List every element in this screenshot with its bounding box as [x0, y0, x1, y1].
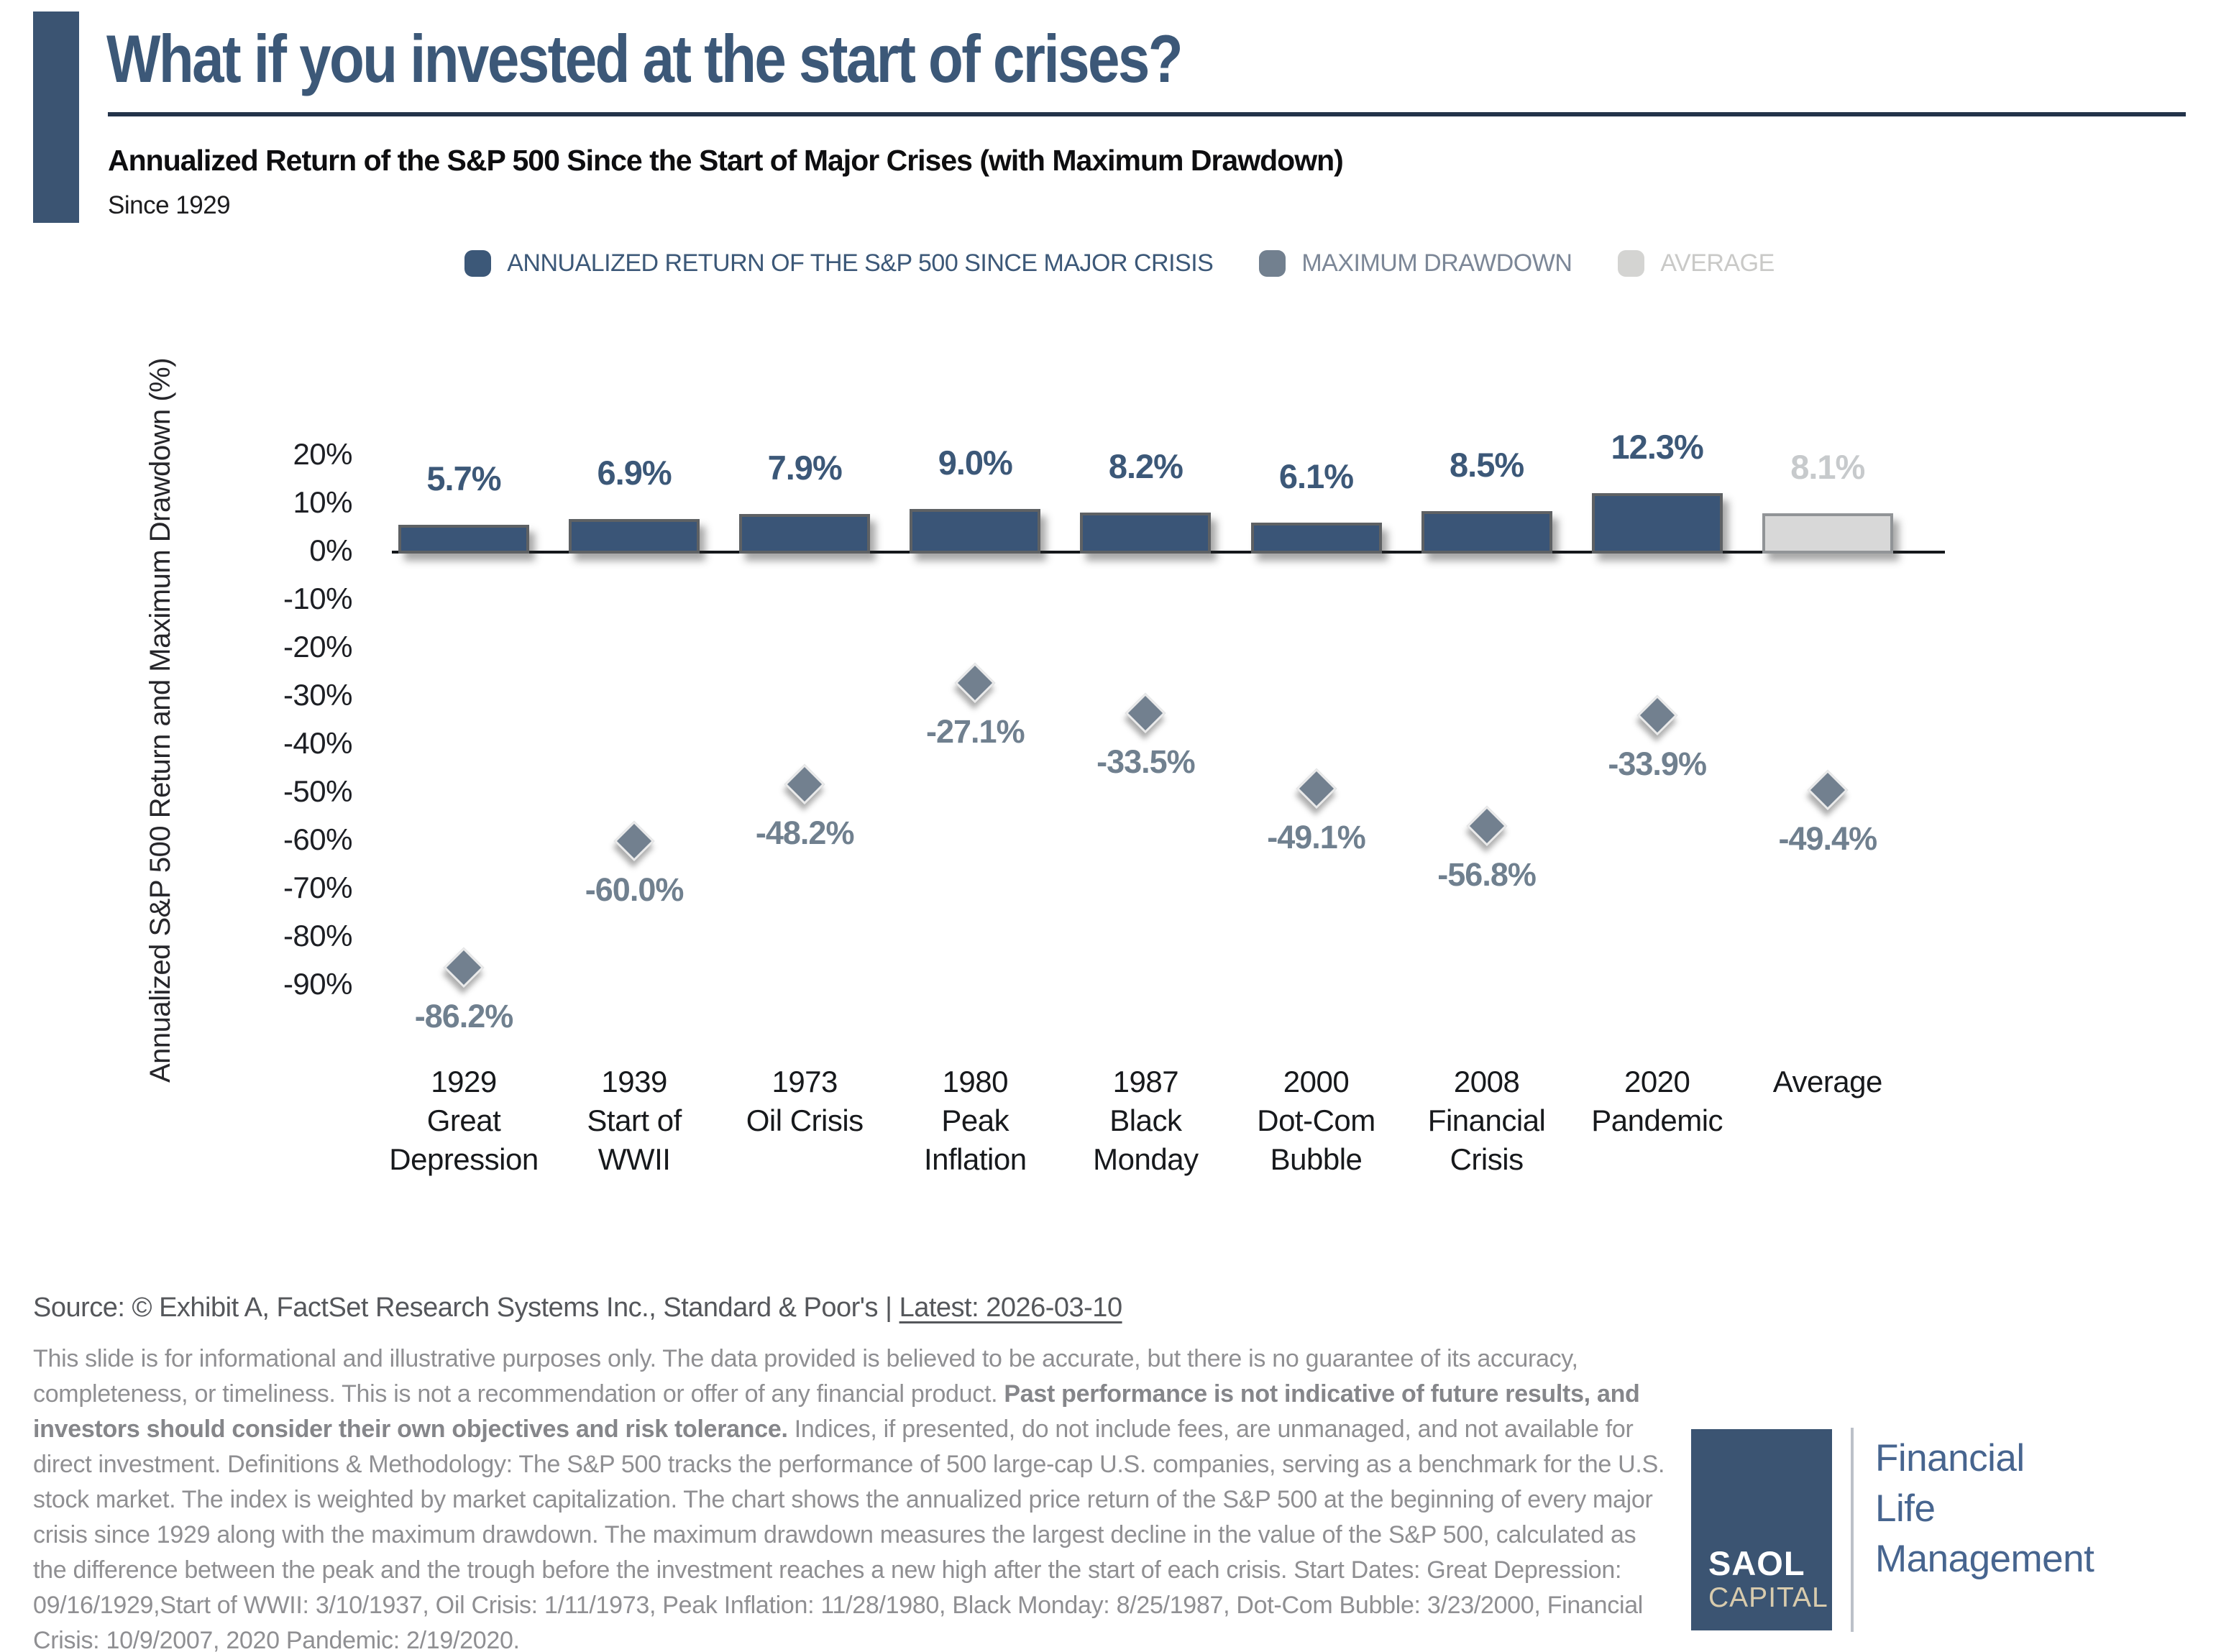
y-tick-label: -20% [283, 630, 353, 664]
legend-item-maximum-drawdown: MAXIMUM DRAWDOWN [1259, 249, 1572, 277]
drawdown-diamond-icon [784, 763, 825, 805]
legend-label-average: AVERAGE [1660, 249, 1775, 277]
x-axis-category-label: 1929 Great Depression [389, 1065, 539, 1176]
disclaimer-text: This slide is for informational and illu… [33, 1345, 1578, 1408]
x-axis-category-label: 1939 Start of WWII [587, 1065, 682, 1176]
return-bar-value-label: 5.7% [426, 459, 501, 497]
y-tick-label: 10% [293, 485, 352, 519]
chart-subtitle: Annualized Return of the S&P 500 Since t… [108, 144, 1344, 177]
y-tick-label: -30% [283, 678, 353, 712]
legend-label-annualized-return: ANNUALIZED RETURN OF THE S&P 500 SINCE M… [507, 249, 1214, 277]
x-axis-category-label: 2000 Dot-Com Bubble [1257, 1065, 1375, 1176]
return-bar-value-label: 9.0% [938, 443, 1013, 482]
return-bar-value-label: 7.9% [767, 449, 843, 487]
y-tick-label: -40% [283, 726, 353, 760]
average-bar-value-label: 8.1% [1790, 447, 1865, 486]
legend-label-maximum-drawdown: MAXIMUM DRAWDOWN [1301, 249, 1572, 277]
return-bar [739, 514, 871, 554]
y-tick-label: 20% [293, 437, 352, 471]
drawdown-diamond-icon [1296, 768, 1337, 809]
return-bar [1591, 492, 1723, 554]
legend-item-average: AVERAGE [1618, 249, 1775, 277]
drawdown-diamond-icon [955, 662, 996, 703]
drawdown-value-label: -48.2% [755, 814, 855, 851]
legend-swatch-annualized-return-icon [464, 249, 492, 277]
return-bar [398, 524, 529, 554]
source-line: Source: © Exhibit A, FactSet Research Sy… [33, 1293, 1122, 1323]
x-axis-category-label: 1973 Oil Crisis [746, 1065, 864, 1137]
drawdown-value-label: -27.1% [926, 712, 1025, 750]
legend-swatch-maximum-drawdown-icon [1259, 249, 1286, 277]
source-text: Source: © Exhibit A, FactSet Research Sy… [33, 1293, 899, 1323]
drawdown-diamond-icon [1807, 769, 1849, 811]
drawdown-value-label: -60.0% [585, 871, 684, 908]
drawdown-diamond-icon [1466, 805, 1507, 846]
return-bar-value-label: 12.3% [1611, 427, 1704, 466]
legend-item-annualized-return: ANNUALIZED RETURN OF THE S&P 500 SINCE M… [464, 249, 1214, 277]
return-bar [1250, 523, 1382, 554]
drawdown-diamond-icon [1125, 693, 1166, 734]
chart-legend: ANNUALIZED RETURN OF THE S&P 500 SINCE M… [0, 243, 2239, 283]
y-tick-label: -50% [283, 774, 353, 808]
return-bar [569, 518, 700, 554]
y-tick-label: 0% [309, 533, 352, 567]
y-axis-title: Annualized S&P 500 Return and Maximum Dr… [145, 357, 176, 1083]
saol-capital-logo: SAOL CAPITAL [1691, 1429, 1832, 1630]
return-bar-value-label: 8.2% [1108, 447, 1183, 486]
x-axis-category-label: 1987 Black Monday [1093, 1065, 1199, 1176]
return-bar-value-label: 6.9% [597, 453, 672, 492]
drawdown-diamond-icon [443, 947, 485, 988]
drawdown-diamond-icon [1636, 694, 1677, 736]
drawdown-value-label: -56.8% [1437, 855, 1537, 893]
drawdown-value-label: -33.5% [1096, 743, 1196, 781]
drawdown-value-label: -49.4% [1778, 820, 1878, 857]
x-axis-category-label: 1980 Peak Inflation [923, 1065, 1027, 1176]
return-bar [1080, 513, 1212, 554]
x-axis-category-label: 2020 Pandemic [1591, 1065, 1723, 1137]
source-latest-link[interactable]: Latest: 2026-03-10 [899, 1293, 1123, 1323]
x-axis-category-label: Average [1772, 1065, 1883, 1098]
chart-period: Since 1929 [108, 191, 231, 219]
accent-bar [33, 12, 79, 223]
disclaimer-bold-text: Past performance is not indicative of fu… [33, 1380, 1640, 1443]
return-bar-value-label: 6.1% [1278, 457, 1354, 496]
return-bar-value-label: 8.5% [1450, 446, 1524, 485]
y-tick-label: -70% [283, 871, 353, 904]
x-axis-category-label: 2008 Financial Crisis [1427, 1065, 1546, 1176]
logo-tagline: Financial Life Management [1875, 1437, 2094, 1580]
drawdown-value-label: -49.1% [1267, 818, 1366, 855]
disclaimer: This slide is for informational and illu… [33, 1341, 1665, 1652]
logo-name-bottom: CAPITAL [1708, 1582, 1828, 1613]
average-bar [1762, 513, 1893, 554]
y-tick-label: -80% [283, 919, 353, 953]
y-tick-label: -60% [283, 822, 353, 856]
drawdown-diamond-icon [613, 820, 655, 862]
y-tick-label: -90% [283, 967, 353, 1001]
logo-name-top: SAOL [1708, 1544, 1805, 1582]
return-bar [1421, 511, 1552, 554]
y-tick-label: -10% [283, 582, 353, 615]
return-bar [910, 508, 1041, 554]
disclaimer-text: Indices, if presented, do not include fe… [33, 1415, 1665, 1652]
legend-swatch-average-icon [1618, 249, 1645, 277]
drawdown-value-label: -86.2% [414, 997, 514, 1034]
drawdown-value-label: -33.9% [1608, 745, 1707, 783]
title-divider [108, 112, 2186, 116]
page-title: What if you invested at the start of cri… [106, 21, 1183, 96]
logo-divider [1851, 1428, 1854, 1632]
